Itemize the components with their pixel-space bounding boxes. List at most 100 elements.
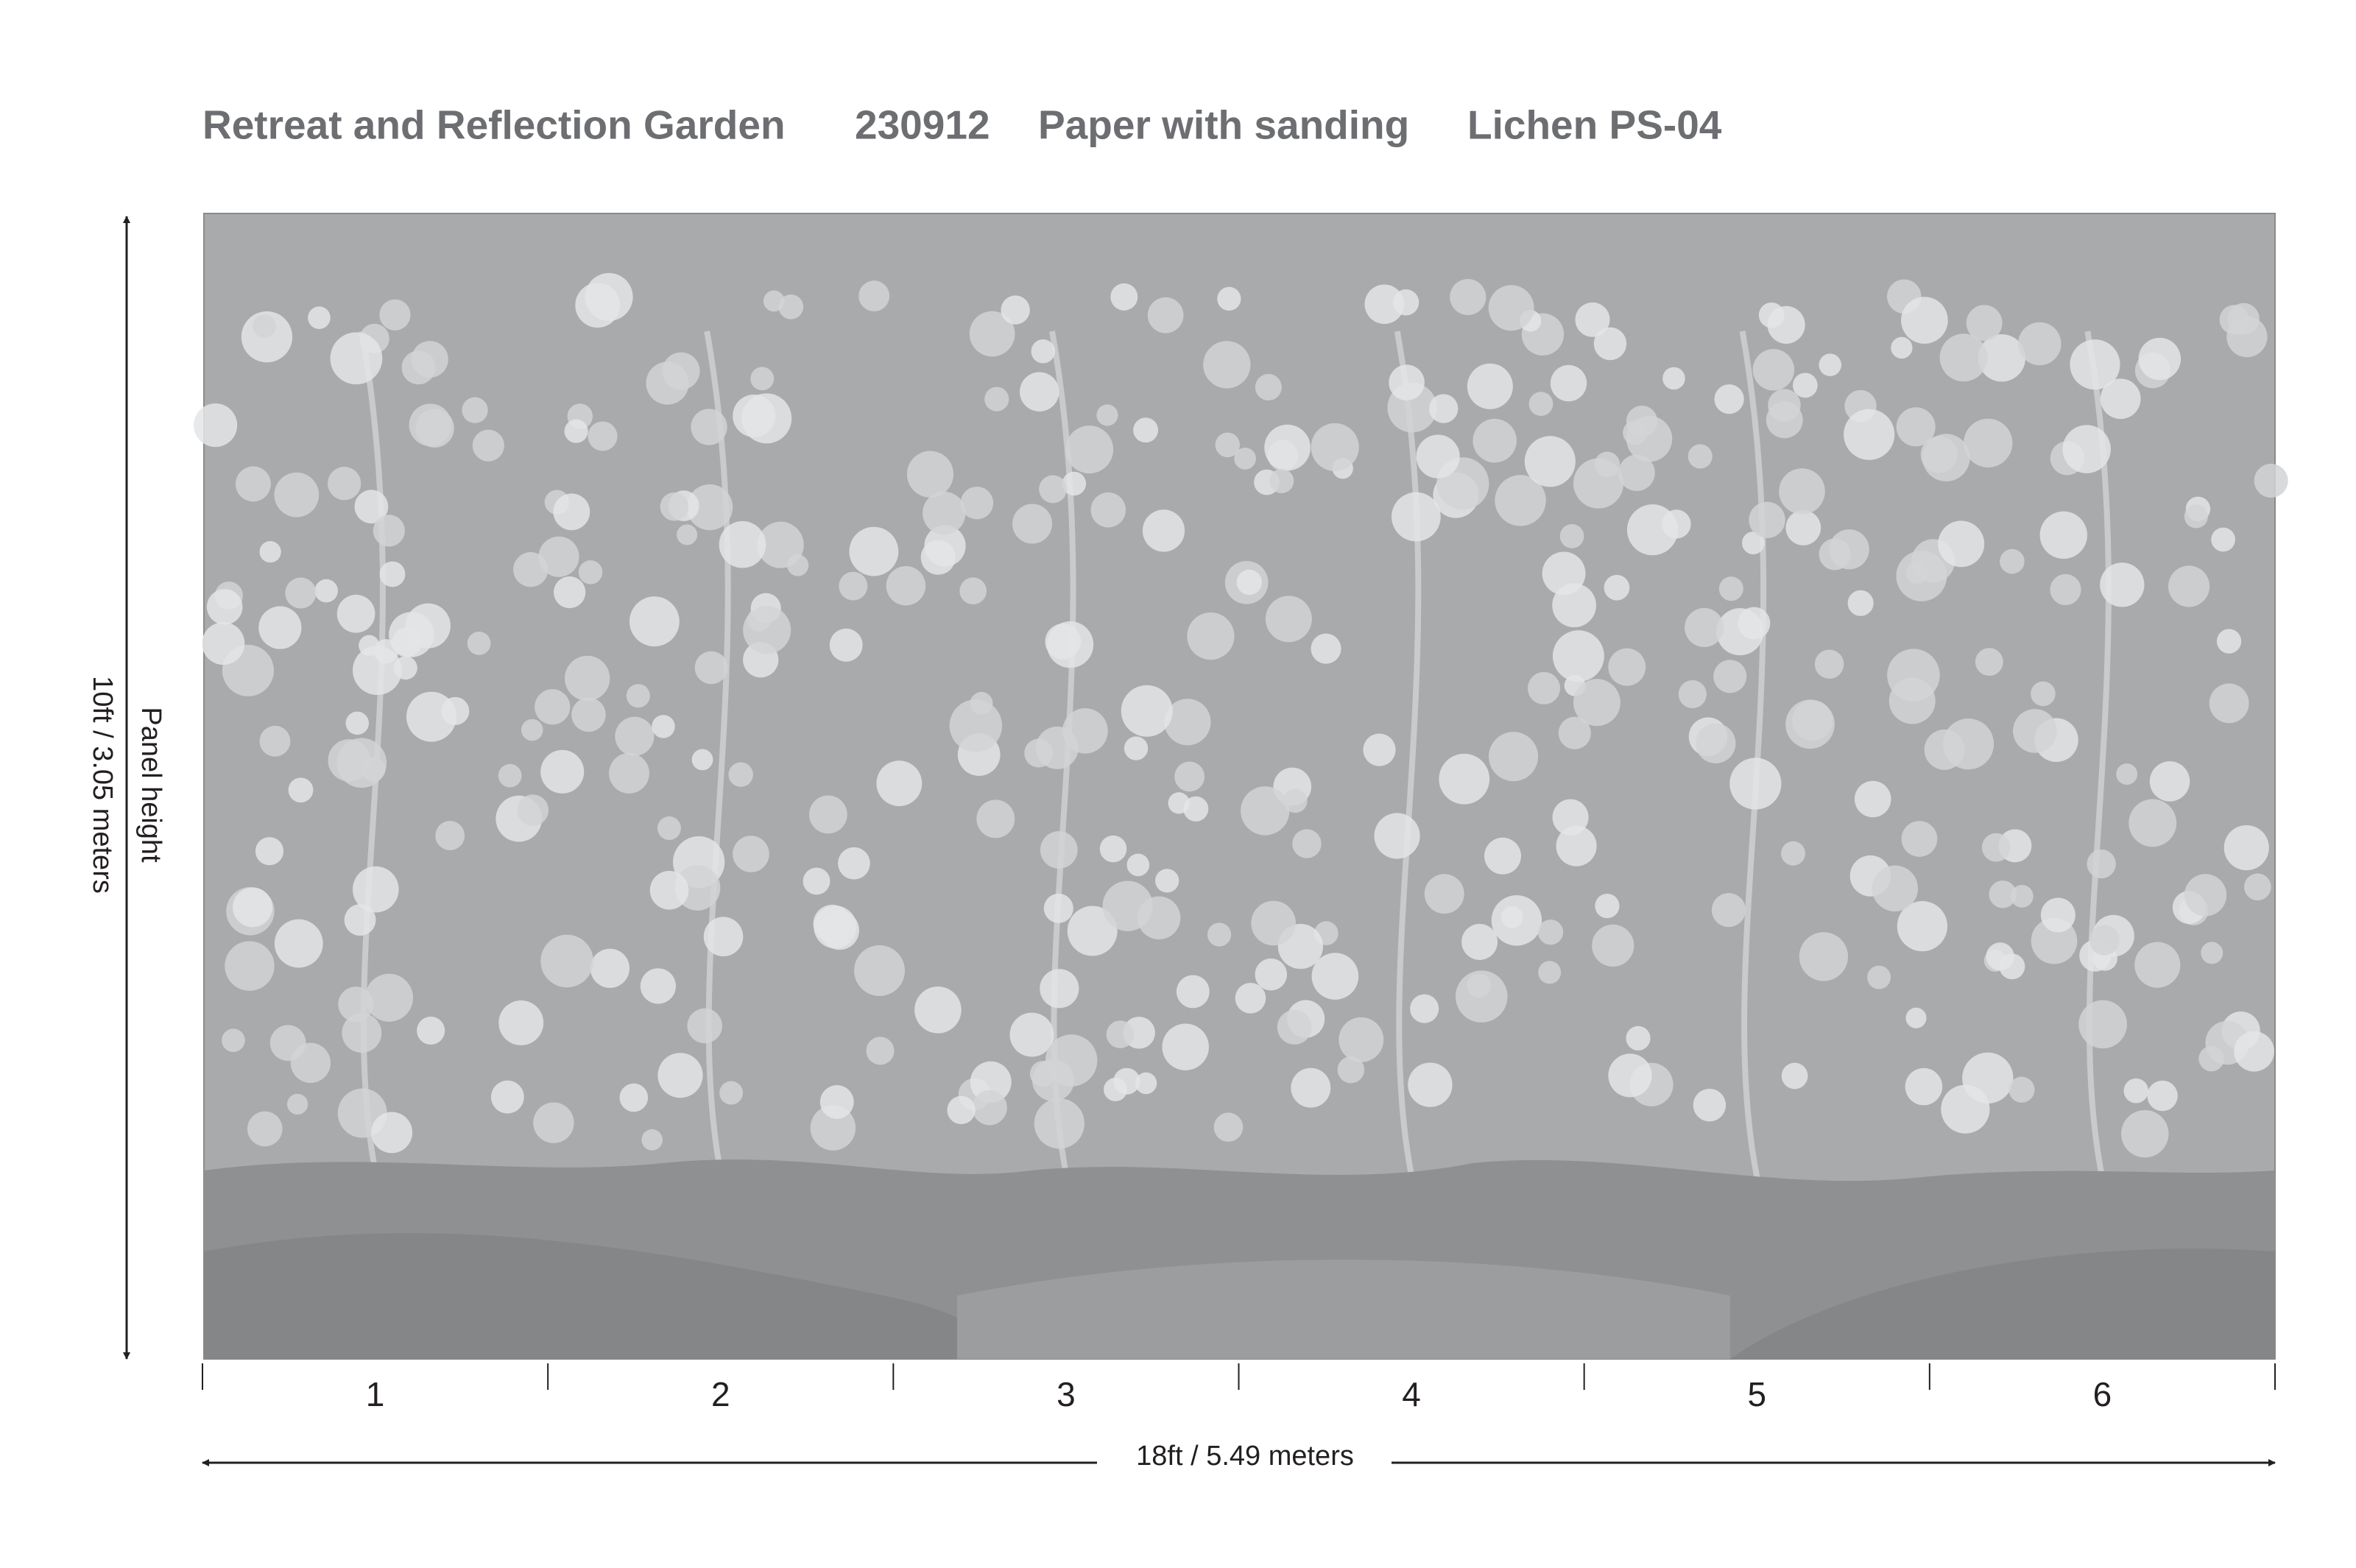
blossom (984, 386, 1009, 412)
blossom (629, 596, 680, 647)
blossom (1142, 509, 1185, 552)
blossom (1062, 471, 1087, 496)
blossom (2050, 573, 2081, 606)
blossom (1550, 364, 1587, 402)
blossom (1283, 788, 1308, 813)
blossom (1162, 1023, 1209, 1070)
blossom (1749, 501, 1785, 539)
blossom (521, 718, 543, 741)
blossom (1741, 532, 1765, 555)
blossom (1183, 796, 1209, 822)
blossom (2198, 1045, 2224, 1072)
blossom (1938, 520, 1985, 568)
blossom (1031, 1059, 1074, 1101)
blossom (1277, 1009, 1312, 1045)
blossom (657, 1053, 703, 1098)
blossom (1556, 825, 1597, 866)
width-value: 18ft / 5.49 meters (1136, 1441, 1354, 1472)
blossom (344, 904, 376, 936)
blossom (1106, 1020, 1135, 1048)
blossom (565, 655, 610, 702)
blossom (1428, 394, 1459, 423)
blossom (1255, 958, 1288, 991)
blossom (652, 715, 675, 738)
blossom (2116, 763, 2138, 785)
blossom (330, 332, 383, 385)
blossom (1099, 835, 1127, 863)
blossom (686, 484, 733, 531)
blossom (960, 487, 994, 520)
blossom (417, 1016, 445, 1045)
blossom (1265, 596, 1312, 643)
branch (359, 331, 386, 1179)
blossom (236, 466, 271, 502)
blossom (353, 646, 402, 696)
blossom (1215, 432, 1241, 458)
blossom (1738, 607, 1771, 640)
blossom (1854, 780, 1891, 818)
pattern-code: 230912 (855, 102, 990, 148)
blossom (588, 421, 618, 451)
blossom (1291, 1067, 1331, 1108)
blossom (472, 429, 504, 462)
blossom (1311, 633, 1341, 664)
blossom (1096, 404, 1118, 426)
blossom (2211, 527, 2235, 552)
blossom (814, 905, 857, 949)
blossom (202, 622, 245, 665)
blossom (571, 697, 606, 732)
blossom (778, 294, 804, 319)
blossom (829, 628, 863, 662)
blossom (1872, 865, 1919, 912)
blossom (972, 1090, 1007, 1126)
blossom (371, 1112, 413, 1154)
blossom (1978, 334, 2026, 382)
blossom (1538, 961, 1562, 984)
blossom (819, 1085, 854, 1119)
panel-number: 1 (366, 1375, 385, 1413)
blossom (1217, 286, 1241, 311)
blossom (1062, 708, 1108, 754)
blossom (1039, 475, 1068, 504)
blossom (858, 280, 890, 312)
blossom (564, 419, 588, 443)
blossom (1439, 753, 1490, 805)
blossom (2184, 874, 2227, 917)
panel-number: 3 (1057, 1375, 1076, 1413)
blossom (578, 560, 603, 585)
blossom (194, 403, 238, 448)
blossom (1264, 424, 1311, 471)
blossom (1905, 1007, 1927, 1028)
blossom (2138, 337, 2182, 381)
blossom (2100, 378, 2141, 420)
mural (194, 213, 2288, 1360)
blossom (1337, 1056, 1365, 1084)
blossom (2226, 316, 2268, 358)
blossom (1662, 367, 1685, 390)
blossom (626, 684, 650, 708)
blossom (259, 725, 291, 757)
blossom (538, 536, 579, 577)
blossom (1964, 418, 2013, 468)
blossom (886, 565, 926, 606)
blossom (1573, 679, 1620, 727)
blossom (575, 283, 621, 328)
blossom (2010, 885, 2034, 908)
blossom (1311, 953, 1359, 1000)
blossom (1126, 853, 1150, 877)
blossom (657, 816, 681, 841)
blossom (923, 491, 966, 535)
blossom (2123, 1078, 2148, 1103)
blossom (1942, 718, 1995, 770)
blossom (435, 821, 465, 850)
blossom (233, 887, 272, 928)
blossom (2000, 548, 2025, 574)
blossom (1767, 306, 1805, 344)
blossom (1941, 1084, 1990, 1134)
blossom (1043, 893, 1073, 923)
blossom (876, 760, 923, 807)
blossom (1213, 1112, 1244, 1143)
blossom (1604, 574, 1630, 601)
blossom (1897, 901, 1948, 952)
blossom (1135, 1072, 1157, 1095)
